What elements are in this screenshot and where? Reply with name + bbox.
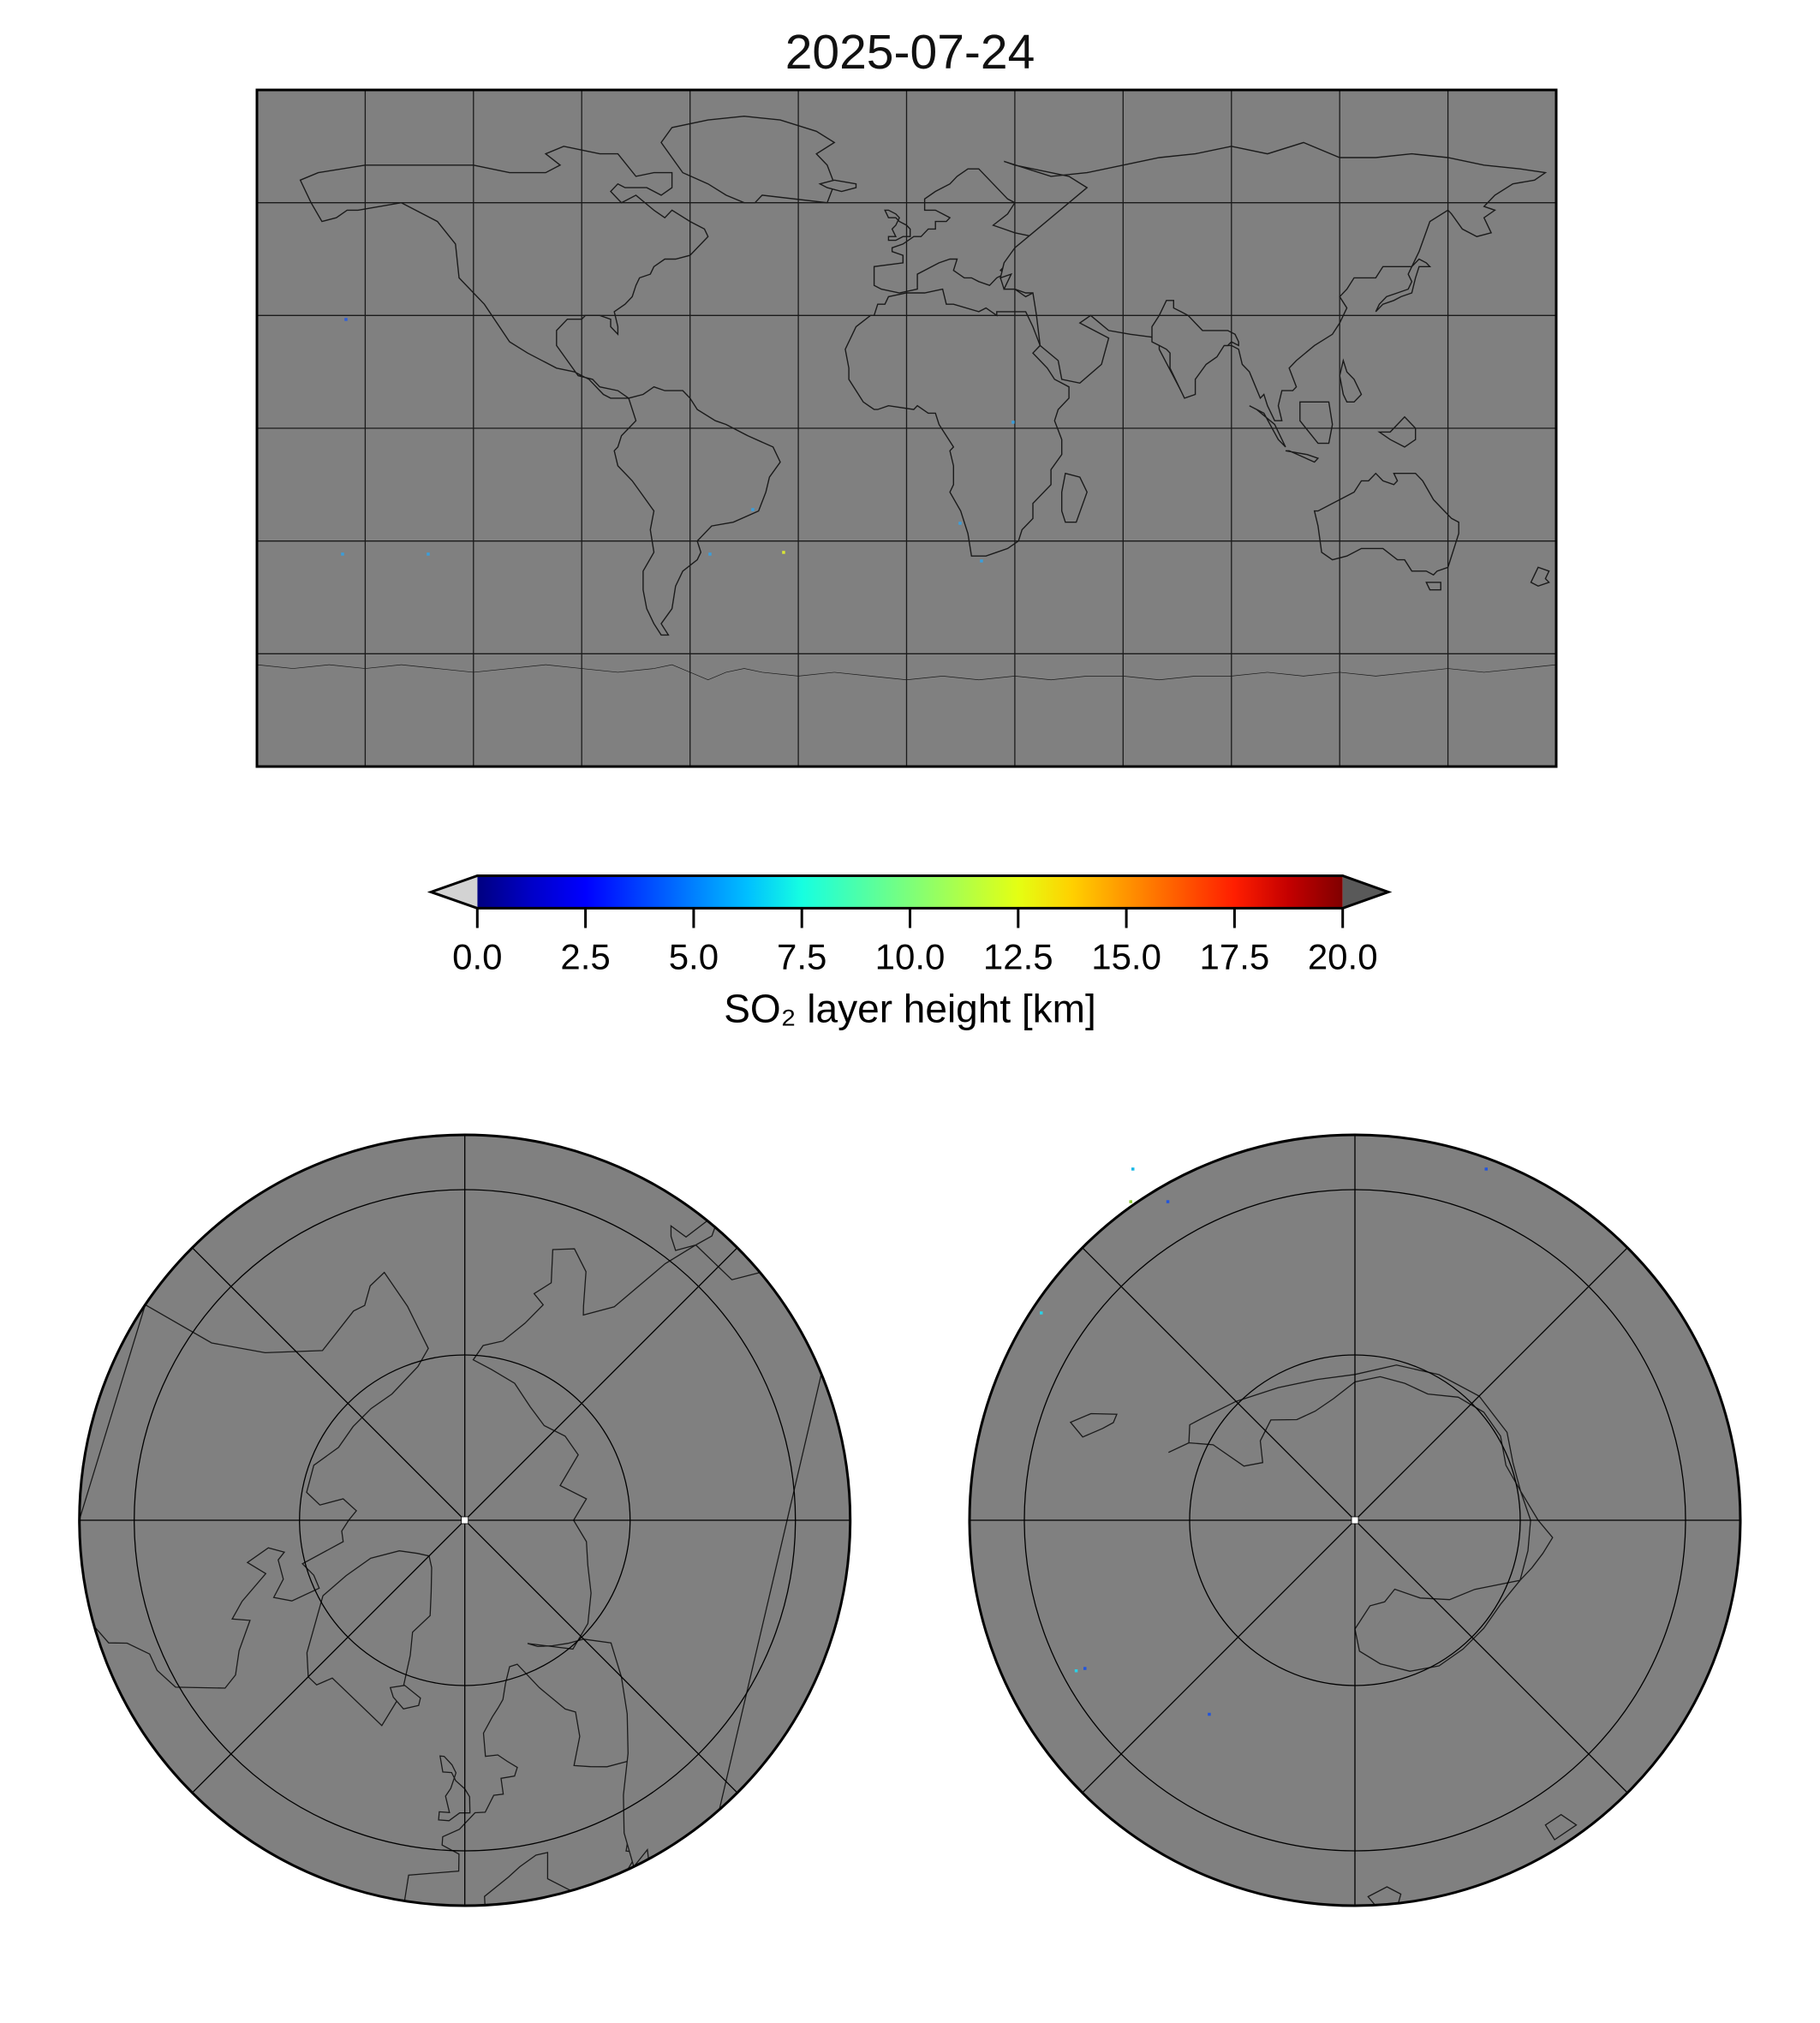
svg-text:15.0: 15.0: [1091, 937, 1161, 977]
svg-text:12.5: 12.5: [983, 937, 1053, 977]
svg-text:10.0: 10.0: [875, 937, 946, 977]
svg-text:7.5: 7.5: [777, 937, 826, 977]
svg-text:0.0: 0.0: [452, 937, 502, 977]
svg-text:5.0: 5.0: [669, 937, 719, 977]
svg-text:SO₂ layer height [km]: SO₂ layer height [km]: [724, 987, 1096, 1031]
svg-text:2.5: 2.5: [560, 937, 610, 977]
svg-text:20.0: 20.0: [1308, 937, 1378, 977]
svg-text:17.5: 17.5: [1200, 937, 1270, 977]
